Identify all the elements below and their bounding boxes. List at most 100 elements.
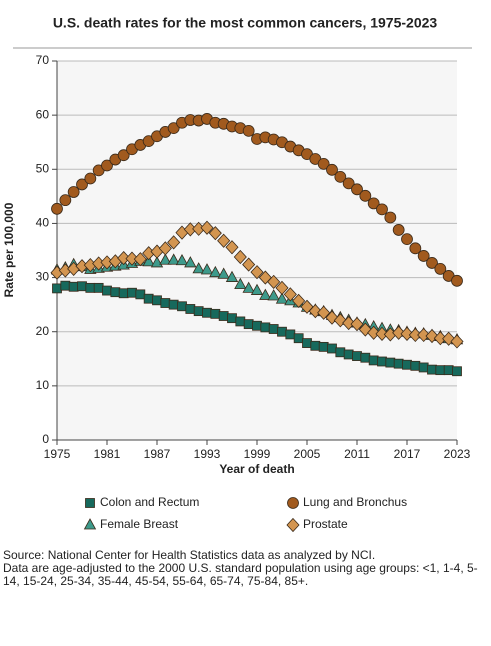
legend-label: Lung and Bronchus [303, 495, 407, 509]
x-tick-label: 1993 [194, 447, 221, 461]
marker [410, 360, 421, 371]
marker [335, 347, 346, 358]
marker [135, 289, 146, 300]
marker [250, 283, 264, 295]
marker [117, 149, 130, 162]
y-tick-label: 60 [36, 107, 50, 121]
marker [434, 263, 447, 275]
marker [259, 288, 272, 300]
marker [375, 326, 389, 341]
marker [167, 235, 181, 250]
marker [334, 170, 347, 183]
marker [110, 287, 121, 298]
marker [308, 304, 322, 319]
marker [252, 320, 262, 331]
marker [377, 356, 387, 367]
marker [233, 249, 247, 265]
notes: Source: National Center for Health Stati… [3, 549, 488, 588]
marker [77, 281, 87, 292]
marker [152, 295, 162, 306]
y-tick-label: 50 [36, 161, 50, 175]
marker [175, 253, 189, 266]
marker [392, 325, 406, 340]
marker [293, 333, 304, 344]
marker [242, 124, 255, 137]
marker [227, 313, 237, 324]
marker [368, 355, 379, 366]
y-tick-label: 40 [36, 216, 50, 230]
marker [168, 299, 179, 310]
marker [210, 308, 221, 319]
marker [167, 253, 180, 265]
marker [243, 319, 254, 330]
y-tick-label: 70 [36, 53, 50, 67]
marker [267, 274, 281, 289]
marker [85, 282, 96, 293]
marker [351, 183, 363, 196]
marker [367, 325, 381, 340]
legend-label: Female Breast [100, 517, 179, 531]
marker [217, 233, 231, 248]
marker [310, 340, 321, 351]
plot-area [57, 61, 457, 440]
marker [342, 315, 356, 331]
marker [101, 159, 113, 172]
marker [76, 178, 88, 191]
y-tick-label: 0 [42, 432, 49, 446]
marker [159, 253, 172, 265]
marker [317, 305, 331, 320]
marker [452, 366, 462, 377]
marker [277, 326, 287, 337]
marker [225, 270, 239, 282]
x-tick-label: 1981 [94, 447, 121, 461]
marker [435, 365, 446, 376]
marker [158, 241, 172, 256]
x-tick-label: 2005 [294, 447, 321, 461]
marker [302, 338, 312, 348]
legend-label: Colon and Rectum [100, 495, 199, 509]
marker [200, 220, 214, 235]
legend-swatch [83, 518, 97, 530]
marker [402, 359, 412, 370]
method-note: Data are age-adjusted to the 2000 U.S. s… [3, 561, 478, 588]
y-tick-label: 20 [36, 324, 50, 338]
legend-swatch [85, 498, 95, 508]
marker [143, 293, 154, 304]
marker [51, 202, 63, 215]
marker [384, 211, 397, 224]
marker [367, 197, 380, 210]
marker [285, 329, 296, 340]
marker [392, 224, 405, 236]
marker [275, 292, 289, 304]
marker [142, 255, 155, 267]
marker [192, 262, 205, 274]
marker [317, 157, 330, 170]
marker [359, 189, 372, 202]
marker [342, 177, 355, 190]
marker [208, 226, 222, 241]
marker [426, 257, 438, 269]
marker [127, 287, 137, 298]
marker [125, 251, 139, 266]
marker [52, 283, 62, 294]
marker [268, 324, 279, 334]
x-tick-label: 1999 [244, 447, 271, 461]
marker [209, 265, 222, 278]
marker [376, 203, 388, 216]
marker [225, 240, 239, 255]
marker [177, 301, 187, 312]
marker [400, 326, 414, 341]
marker [451, 274, 463, 287]
marker [433, 331, 447, 346]
marker [352, 351, 362, 361]
x-tick-label: 2017 [394, 447, 421, 461]
marker [234, 277, 247, 290]
marker [385, 357, 396, 368]
marker [427, 364, 437, 375]
y-tick-label: 30 [36, 270, 50, 284]
marker [401, 233, 413, 246]
marker [218, 311, 229, 321]
marker [360, 352, 371, 363]
